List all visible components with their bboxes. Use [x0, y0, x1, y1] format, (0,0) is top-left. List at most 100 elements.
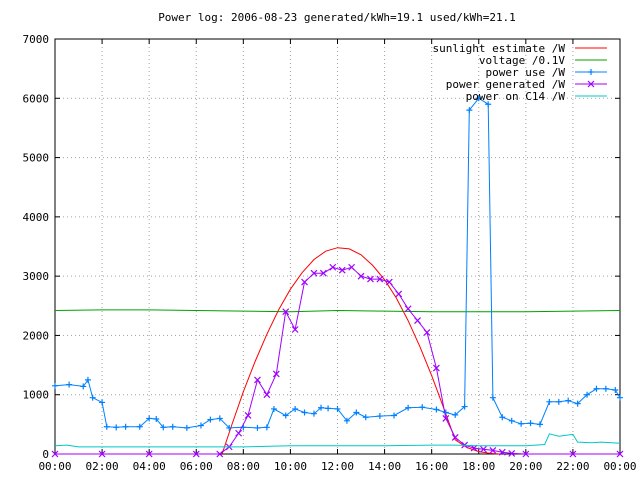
data-point [145, 450, 153, 458]
data-point [536, 421, 543, 428]
y-tick-label: 6000 [23, 92, 50, 105]
data-point [617, 394, 623, 401]
data-point [442, 409, 449, 416]
data-point [319, 269, 327, 277]
data-point [99, 399, 106, 406]
legend-label: power use /W [486, 66, 566, 79]
data-point [527, 420, 534, 427]
series-5 [54, 433, 621, 448]
data-point [499, 414, 506, 421]
data-point [602, 385, 609, 392]
data-point [555, 398, 562, 405]
data-point [183, 424, 190, 431]
data-point [588, 69, 594, 75]
data-point [291, 326, 299, 333]
series-2 [54, 309, 621, 313]
data-point [310, 410, 317, 417]
data-point [80, 383, 87, 390]
data-point [367, 275, 374, 283]
data-point [98, 450, 106, 458]
data-point [480, 445, 487, 453]
data-point [485, 101, 492, 108]
data-point [301, 409, 308, 416]
data-point [270, 405, 277, 412]
data-point [334, 405, 341, 412]
data-point [395, 290, 403, 298]
y-tick-label: 2000 [23, 329, 50, 342]
data-point [616, 450, 624, 458]
data-point [244, 412, 252, 419]
x-tick-label: 08:00 [227, 460, 260, 473]
data-point [343, 417, 350, 424]
data-point [348, 263, 356, 271]
legend-swatch [575, 80, 607, 88]
data-point [414, 317, 421, 325]
x-tick-label: 00:00 [38, 460, 71, 473]
data-point [419, 404, 426, 411]
data-point [136, 423, 143, 430]
x-tick-label: 22:00 [556, 460, 589, 473]
data-point [292, 405, 299, 412]
data-point [569, 450, 577, 458]
legend-swatch [575, 69, 607, 75]
data-point [318, 404, 325, 411]
data-point [160, 424, 167, 431]
legend-label: power generated /W [446, 78, 566, 91]
y-tick-label: 3000 [23, 270, 50, 283]
x-tick-label: 06:00 [180, 460, 213, 473]
x-tick-label: 16:00 [415, 460, 448, 473]
data-point [508, 417, 515, 424]
data-point [310, 269, 318, 277]
data-point [452, 411, 459, 418]
data-point [84, 376, 91, 383]
series-line [54, 433, 621, 448]
data-point [263, 424, 270, 431]
data-point [282, 308, 290, 316]
data-point [391, 412, 397, 419]
data-point [442, 415, 450, 422]
data-point [587, 80, 595, 88]
y-tick-label: 1000 [23, 389, 50, 402]
series-1 [221, 247, 500, 455]
data-point [263, 391, 271, 399]
data-point [103, 423, 110, 430]
data-point [593, 385, 600, 392]
data-point [52, 382, 58, 389]
data-point [376, 275, 384, 283]
data-point [612, 386, 619, 393]
data-point [301, 278, 308, 286]
data-point [518, 420, 525, 427]
y-tick-label: 5000 [23, 152, 50, 165]
data-point [522, 450, 530, 458]
data-point [432, 364, 440, 372]
legend-label: voltage /0.1V [479, 54, 565, 67]
x-tick-label: 00:00 [603, 460, 636, 473]
data-point [169, 423, 176, 430]
series-layer [51, 95, 624, 458]
data-point [423, 329, 431, 336]
chart-title: Power log: 2006-08-23 generated/kWh=19.1… [158, 11, 516, 24]
data-point [254, 376, 261, 384]
legend-label: sunlight estimate /W [433, 42, 566, 55]
data-point [584, 391, 591, 398]
y-tick-label: 0 [42, 448, 49, 461]
data-point [325, 405, 332, 412]
data-point [235, 429, 243, 437]
data-point [197, 422, 204, 429]
series-line [221, 247, 500, 455]
data-point [338, 266, 346, 274]
data-point [405, 404, 412, 411]
data-point [216, 450, 224, 458]
data-point [357, 272, 365, 280]
data-point [66, 381, 73, 388]
y-tick-label: 7000 [23, 33, 50, 46]
legend-label: power on C14 /W [466, 90, 566, 103]
data-point [466, 107, 473, 114]
series-4 [51, 263, 624, 458]
data-point [508, 449, 516, 457]
x-tick-label: 02:00 [86, 460, 119, 473]
data-point [226, 424, 233, 431]
x-tick-label: 12:00 [321, 460, 354, 473]
